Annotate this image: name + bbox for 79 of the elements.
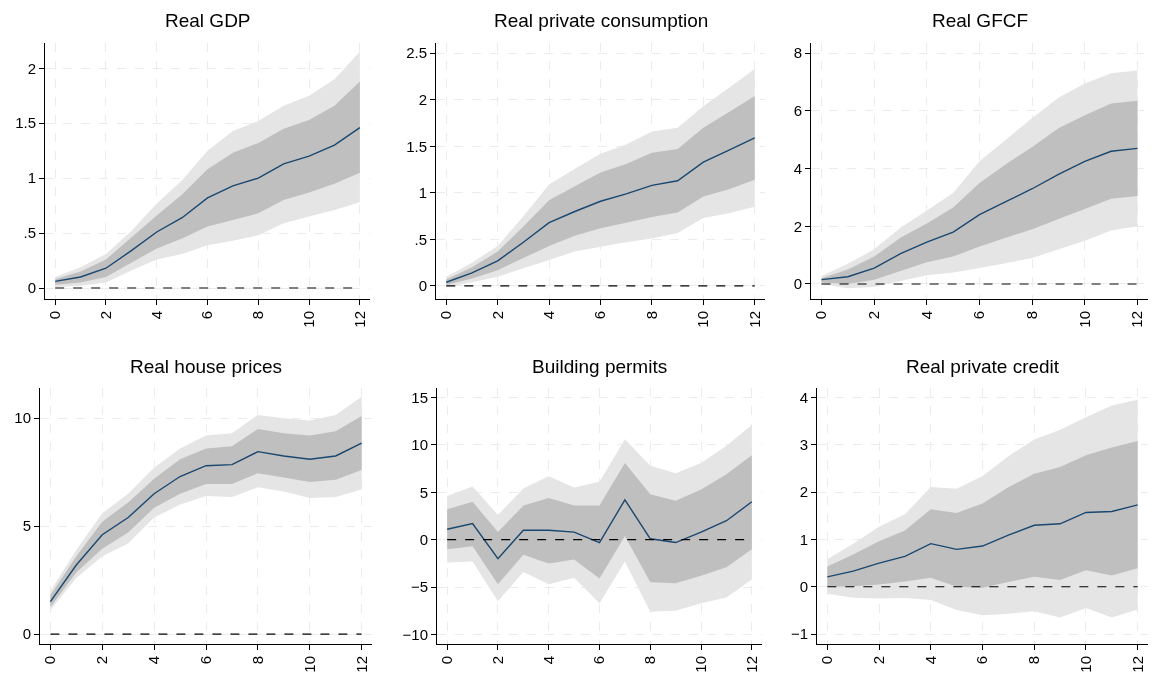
y-tick-label: .5 [23,224,36,242]
y-tick-label: 0 [22,625,31,643]
x-tick-label: 8 [1023,311,1041,320]
y-tick-label: 0 [27,279,36,297]
x-tick-label: 10 [299,311,317,328]
chart-title: Real house prices [130,356,283,377]
x-tick-label: 12 [350,311,368,328]
x-tick-label: 12 [742,656,760,673]
chart-title: Building permits [532,356,668,377]
x-tick-label: 0 [818,656,836,665]
x-tick-label: 0 [437,311,455,320]
y-tick-label: 4 [799,388,808,406]
x-tick-label: 0 [41,656,59,665]
chart-title: Real GFCF [932,10,1029,31]
y-tick-label: 5 [22,517,31,535]
x-tick-label: 6 [590,656,608,665]
x-tick-label: 12 [745,311,763,328]
x-tick-label: 8 [641,656,659,665]
y-tick-label: −1 [790,625,808,643]
y-tick-label: 1 [418,184,427,202]
y-tick-label: 1 [799,530,808,548]
y-tick-label: 4 [793,159,802,177]
y-tick-label: 2 [418,91,427,109]
y-tick-label: 5 [419,483,428,501]
y-tick-label: 15 [411,388,428,406]
x-tick-label: 10 [1075,311,1093,328]
y-tick-label: 10 [14,409,31,427]
x-tick-label: 2 [865,311,883,320]
x-tick-label: 10 [694,311,712,328]
x-tick-label: 4 [917,311,935,320]
y-tick-label: 1.5 [406,137,427,155]
x-tick-label: 8 [642,311,660,320]
x-tick-label: 4 [539,656,557,665]
x-tick-label: 2 [93,656,111,665]
x-tick-label: 6 [198,311,216,320]
x-tick-label: 10 [1076,656,1094,673]
x-tick-label: 6 [970,311,988,320]
y-tick-label: 1.5 [15,114,36,132]
x-tick-label: 0 [812,311,830,320]
y-tick-label: −10 [402,625,428,643]
y-tick-label: 0 [419,530,428,548]
chart-title: Real private consumption [494,10,709,31]
chart-title: Real private credit [906,356,1060,377]
x-tick-label: 6 [973,656,991,665]
x-tick-label: 2 [488,656,506,665]
x-tick-label: 4 [539,311,557,320]
y-tick-label: 10 [411,436,428,454]
y-tick-label: .5 [414,230,427,248]
y-tick-label: −5 [410,578,428,596]
x-tick-label: 2 [869,656,887,665]
y-tick-label: 6 [793,102,802,120]
x-tick-label: 4 [147,311,165,320]
y-tick-label: 2.5 [406,44,427,62]
x-tick-label: 0 [46,311,64,320]
y-tick-label: 2 [793,217,802,235]
x-tick-label: 12 [1128,656,1146,673]
y-tick-label: 0 [793,275,802,293]
x-tick-label: 8 [248,656,266,665]
y-tick-label: 8 [793,44,802,62]
x-tick-label: 2 [488,311,506,320]
x-tick-label: 12 [1128,311,1146,328]
x-tick-label: 4 [921,656,939,665]
x-tick-label: 6 [196,656,214,665]
y-tick-label: 1 [27,169,36,187]
x-tick-label: 12 [352,656,370,673]
x-tick-label: 6 [591,311,609,320]
y-tick-label: 3 [799,436,808,454]
x-tick-label: 10 [300,656,318,673]
x-tick-label: 8 [249,311,267,320]
x-tick-label: 8 [1025,656,1043,665]
y-tick-label: 2 [27,59,36,77]
y-tick-label: 0 [799,577,808,595]
x-tick-label: 4 [145,656,163,665]
x-tick-label: 10 [691,656,709,673]
y-tick-label: 0 [418,277,427,295]
x-tick-label: 2 [96,311,114,320]
chart-title: Real GDP [165,10,251,31]
x-tick-label: 0 [438,656,456,665]
y-tick-label: 2 [799,483,808,501]
